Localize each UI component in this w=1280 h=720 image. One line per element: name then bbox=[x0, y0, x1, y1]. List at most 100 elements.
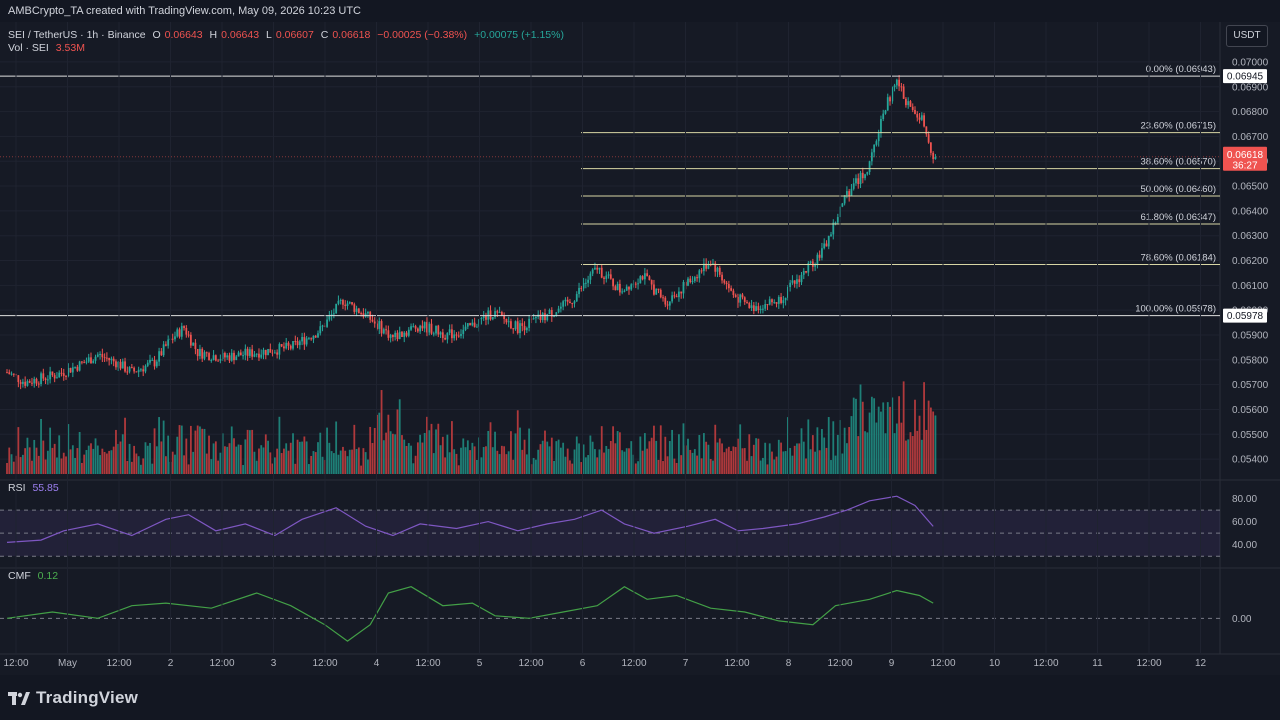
volume-bar-303 bbox=[693, 449, 696, 474]
volume-bar-273 bbox=[625, 448, 628, 474]
candle-body-370 bbox=[846, 191, 848, 196]
volume-bar-255 bbox=[584, 457, 587, 474]
volume-bar-368 bbox=[841, 453, 844, 474]
volume-bar-156 bbox=[360, 465, 363, 474]
change-value: −0.00025 (−0.38%) bbox=[377, 29, 468, 41]
volume-bar-93 bbox=[217, 460, 220, 474]
volume-bar-27 bbox=[67, 424, 70, 474]
candle-body-97 bbox=[226, 355, 229, 358]
volume-bar-362 bbox=[827, 417, 830, 474]
volume-bar-47 bbox=[112, 446, 115, 474]
volume-bar-116 bbox=[269, 452, 272, 474]
volume-bar-42 bbox=[101, 448, 104, 474]
volume-bar-369 bbox=[843, 427, 846, 474]
fib-badge-text-0: 0.06945 bbox=[1227, 72, 1264, 83]
candle-body-167 bbox=[385, 329, 387, 331]
candle-body-115 bbox=[267, 348, 269, 356]
candle-body-353 bbox=[807, 263, 810, 273]
volume-bar-289 bbox=[662, 461, 664, 474]
volume-bar-13 bbox=[35, 447, 38, 474]
candle-body-329 bbox=[752, 305, 755, 311]
candle-body-390 bbox=[891, 87, 894, 102]
candle-body-181 bbox=[416, 328, 419, 332]
symbol-legend: SEI / TetherUS · 1h · Binance O 0.06643 H… bbox=[8, 29, 568, 41]
volume-bar-90 bbox=[210, 459, 213, 474]
volume-bar-346 bbox=[791, 455, 794, 474]
candle-body-330 bbox=[755, 306, 757, 311]
candle-body-206 bbox=[473, 322, 476, 328]
fib-label-4: 61.80% (0.06347) bbox=[1140, 212, 1216, 223]
volume-bar-227 bbox=[521, 449, 524, 474]
candle-body-195 bbox=[448, 329, 451, 333]
candle-body-395 bbox=[902, 86, 905, 99]
candle-body-147 bbox=[339, 300, 342, 302]
volume-bar-355 bbox=[811, 435, 814, 474]
candle-body-126 bbox=[292, 341, 294, 349]
candle-body-43 bbox=[103, 357, 106, 359]
candle-body-61 bbox=[144, 365, 147, 372]
volume-bar-279 bbox=[639, 436, 642, 474]
candle-body-86 bbox=[201, 348, 204, 359]
candle-body-204 bbox=[469, 323, 471, 326]
candle-body-352 bbox=[805, 270, 807, 273]
candle-body-229 bbox=[525, 327, 528, 331]
candle-body-40 bbox=[96, 354, 99, 357]
time-tick-label-0: 12:00 bbox=[3, 658, 28, 669]
candle-body-62 bbox=[146, 362, 149, 366]
volume-bar-16 bbox=[42, 440, 45, 474]
volume-bar-84 bbox=[196, 425, 199, 474]
candle-body-76 bbox=[178, 329, 181, 337]
volume-bar-332 bbox=[759, 460, 762, 474]
volume-bar-350 bbox=[800, 428, 803, 474]
currency-button[interactable]: USDT bbox=[1226, 25, 1268, 47]
price-tick-label-7: 0.06300 bbox=[1232, 231, 1269, 242]
volume-bar-275 bbox=[630, 441, 633, 474]
candle-body-337 bbox=[771, 299, 773, 303]
candle-body-89 bbox=[208, 353, 210, 361]
candle-body-100 bbox=[233, 352, 235, 361]
candle-body-341 bbox=[780, 297, 782, 304]
volume-bar-322 bbox=[737, 438, 739, 474]
candle-body-135 bbox=[312, 335, 315, 340]
candle-body-108 bbox=[251, 349, 254, 357]
volume-bar-20 bbox=[51, 447, 54, 474]
candle-body-252 bbox=[578, 287, 580, 295]
candle-body-201 bbox=[462, 329, 465, 334]
candle-body-54 bbox=[128, 367, 131, 372]
candle-body-184 bbox=[423, 322, 426, 329]
candle-body-17 bbox=[44, 378, 47, 381]
volume-bar-143 bbox=[330, 451, 333, 474]
volume-bar-378 bbox=[864, 431, 866, 474]
volume-bar-26 bbox=[65, 456, 67, 474]
volume-bar-184 bbox=[423, 432, 426, 474]
volume-bar-223 bbox=[512, 459, 515, 474]
price-tick-label-12: 0.05800 bbox=[1232, 355, 1269, 366]
volume-bar-92 bbox=[214, 441, 217, 474]
chart-area[interactable]: 0.070000.069000.068000.067000.066000.065… bbox=[0, 22, 1280, 675]
chart-canvas[interactable]: 0.070000.069000.068000.067000.066000.065… bbox=[0, 22, 1280, 675]
candle-body-111 bbox=[258, 353, 260, 358]
candle-body-392 bbox=[895, 79, 898, 86]
volume-bar-373 bbox=[852, 397, 855, 474]
candle-body-146 bbox=[337, 300, 340, 304]
candle-body-358 bbox=[818, 254, 821, 258]
candle-body-30 bbox=[74, 366, 76, 368]
candle-body-26 bbox=[65, 375, 67, 377]
volume-bar-196 bbox=[451, 421, 453, 474]
volume-bar-251 bbox=[575, 436, 578, 474]
candle-body-130 bbox=[301, 336, 303, 342]
candle-body-193 bbox=[444, 337, 447, 340]
volume-bar-194 bbox=[446, 434, 449, 474]
volume-bar-8 bbox=[24, 448, 27, 474]
candle-body-319 bbox=[730, 288, 733, 291]
volume-bar-3 bbox=[12, 461, 15, 474]
brand-name: TradingView bbox=[36, 688, 139, 707]
volume-bar-10 bbox=[28, 447, 31, 474]
volume-bar-82 bbox=[192, 451, 195, 474]
candle-body-305 bbox=[698, 270, 701, 279]
volume-bar-106 bbox=[246, 429, 249, 474]
volume-bar-340 bbox=[777, 439, 780, 474]
candle-body-338 bbox=[773, 302, 776, 304]
volume-bar-202 bbox=[464, 447, 467, 474]
candle-body-351 bbox=[802, 270, 805, 275]
